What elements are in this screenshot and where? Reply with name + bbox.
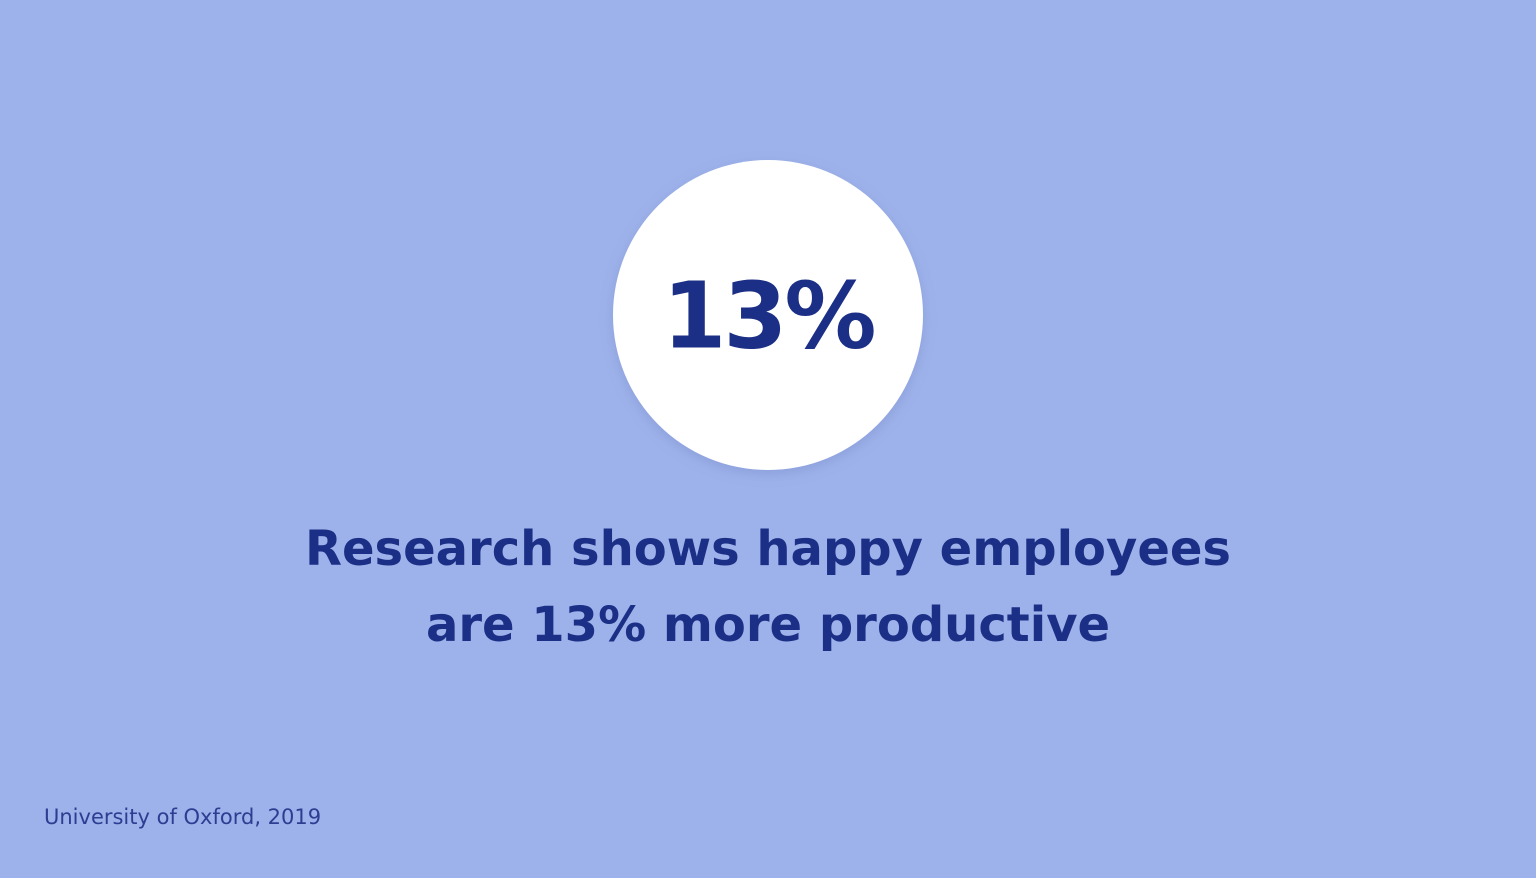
stat-circle [613, 160, 923, 470]
headline-line: Research shows happy employees [305, 521, 1231, 577]
headline-line: are 13% more productive [426, 597, 1110, 653]
source: University of Oxford, 2019 [44, 805, 321, 829]
stat-value: 13% [662, 262, 874, 369]
